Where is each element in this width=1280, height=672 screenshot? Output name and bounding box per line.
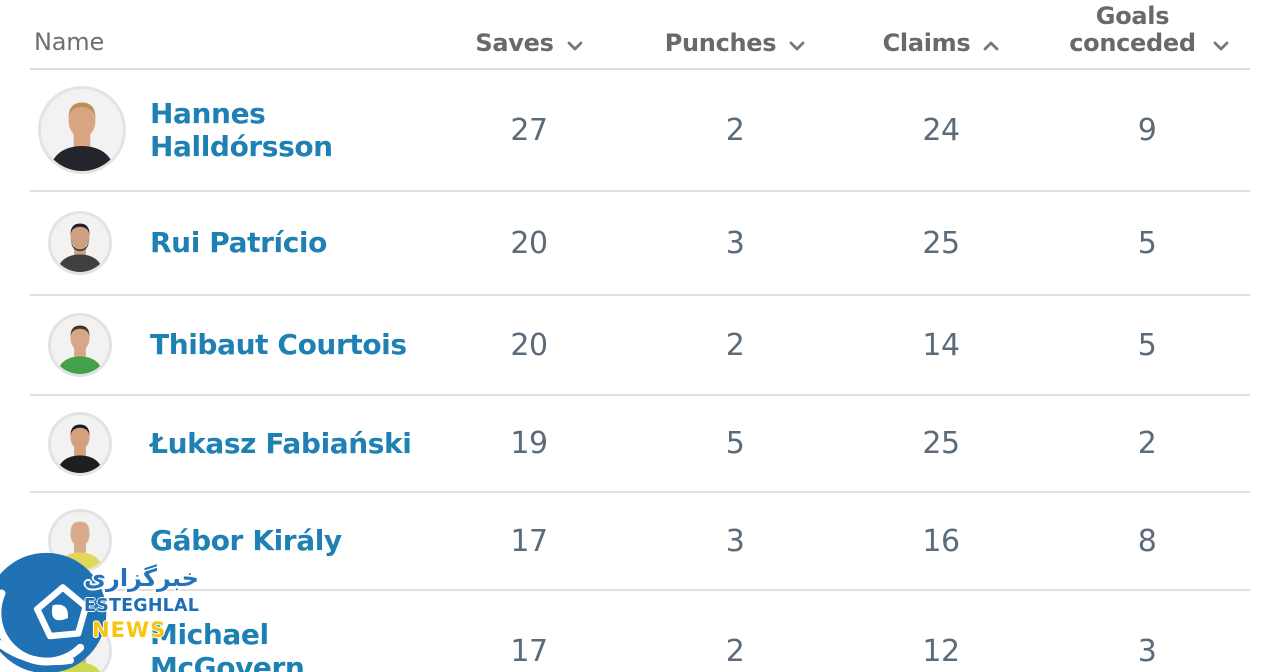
stat-goals-conceded: 8 bbox=[1137, 523, 1157, 559]
avatar-box bbox=[30, 509, 150, 573]
player-avatar bbox=[48, 619, 112, 672]
stat-saves: 20 bbox=[510, 327, 548, 363]
stat-claims: 16 bbox=[922, 523, 960, 559]
avatar-box bbox=[30, 619, 150, 672]
goalkeeper-stats-table: Name Saves Punches Claims Goals conceded bbox=[30, 0, 1250, 672]
player-name-link[interactable]: Hannes Halldórsson bbox=[150, 96, 333, 163]
column-header-goals-conceded[interactable]: Goals conceded bbox=[1044, 3, 1250, 68]
player-avatar bbox=[48, 211, 112, 275]
player-avatar bbox=[38, 86, 126, 174]
stat-punches: 3 bbox=[725, 523, 745, 559]
column-header-saves-label: Saves bbox=[475, 28, 554, 57]
player-name-link[interactable]: Łukasz Fabiański bbox=[150, 426, 412, 460]
table-row: Gábor Király 17 3 16 8 bbox=[30, 493, 1250, 591]
table-row: Michael McGovern 17 2 12 3 bbox=[30, 591, 1250, 672]
player-avatar bbox=[48, 411, 112, 476]
table-header-row: Name Saves Punches Claims Goals conceded bbox=[30, 0, 1250, 70]
table-row: Łukasz Fabiański 19 5 25 2 bbox=[30, 396, 1250, 493]
stat-punches: 5 bbox=[725, 426, 745, 461]
player-cell: Thibaut Courtois bbox=[30, 313, 426, 377]
avatar-box bbox=[30, 86, 150, 174]
stat-saves: 19 bbox=[510, 426, 548, 461]
player-name-link[interactable]: Rui Patrício bbox=[150, 226, 327, 260]
sort-desc-icon bbox=[1213, 41, 1228, 51]
table-body: Hannes Halldórsson 27 2 24 9 Rui Patríci… bbox=[30, 70, 1250, 672]
sort-desc-icon bbox=[567, 41, 582, 51]
stat-punches: 2 bbox=[725, 633, 745, 669]
column-header-saves[interactable]: Saves bbox=[426, 28, 632, 68]
player-name-link[interactable]: Thibaut Courtois bbox=[150, 328, 407, 362]
table-row: Rui Patrício 20 3 25 5 bbox=[30, 192, 1250, 296]
stat-goals-conceded: 9 bbox=[1137, 112, 1157, 148]
player-cell: Gábor Király bbox=[30, 509, 426, 573]
sort-asc-icon bbox=[983, 41, 999, 51]
stat-goals-conceded: 5 bbox=[1137, 225, 1157, 261]
column-header-punches-label: Punches bbox=[664, 28, 777, 57]
stat-claims: 12 bbox=[922, 633, 960, 669]
stat-claims: 24 bbox=[922, 112, 960, 148]
column-header-name: Name bbox=[34, 28, 105, 56]
player-cell: Łukasz Fabiański bbox=[30, 411, 426, 476]
table-row: Hannes Halldórsson 27 2 24 9 bbox=[30, 70, 1250, 192]
player-name-link[interactable]: Gábor Király bbox=[150, 524, 342, 558]
column-header-claims-label: Claims bbox=[882, 28, 971, 57]
column-header-punches[interactable]: Punches bbox=[632, 28, 838, 68]
table-row: Thibaut Courtois 20 2 14 5 bbox=[30, 296, 1250, 396]
stat-goals-conceded: 2 bbox=[1137, 426, 1157, 461]
stat-claims: 25 bbox=[922, 225, 960, 261]
player-avatar bbox=[48, 509, 112, 573]
stat-punches: 2 bbox=[725, 327, 745, 363]
player-cell: Hannes Halldórsson bbox=[30, 86, 426, 174]
stat-saves: 27 bbox=[510, 112, 548, 148]
player-cell: Rui Patrício bbox=[30, 211, 426, 275]
stat-saves: 17 bbox=[510, 633, 548, 669]
column-header-goals-conceded-label: Goals conceded bbox=[1069, 2, 1196, 57]
stat-goals-conceded: 5 bbox=[1137, 327, 1157, 363]
avatar-box bbox=[30, 411, 150, 476]
stat-saves: 17 bbox=[510, 523, 548, 559]
stat-claims: 14 bbox=[922, 327, 960, 363]
sort-desc-icon bbox=[789, 41, 805, 51]
avatar-box bbox=[30, 313, 150, 377]
player-cell: Michael McGovern bbox=[30, 618, 426, 672]
avatar-box bbox=[30, 211, 150, 275]
player-avatar bbox=[48, 313, 112, 377]
stat-punches: 2 bbox=[725, 112, 745, 148]
column-header-claims[interactable]: Claims bbox=[838, 28, 1044, 68]
stat-punches: 3 bbox=[725, 225, 745, 261]
stat-claims: 25 bbox=[922, 426, 960, 461]
stat-goals-conceded: 3 bbox=[1137, 633, 1157, 669]
stat-saves: 20 bbox=[510, 225, 548, 261]
player-name-link[interactable]: Michael McGovern bbox=[150, 617, 305, 672]
